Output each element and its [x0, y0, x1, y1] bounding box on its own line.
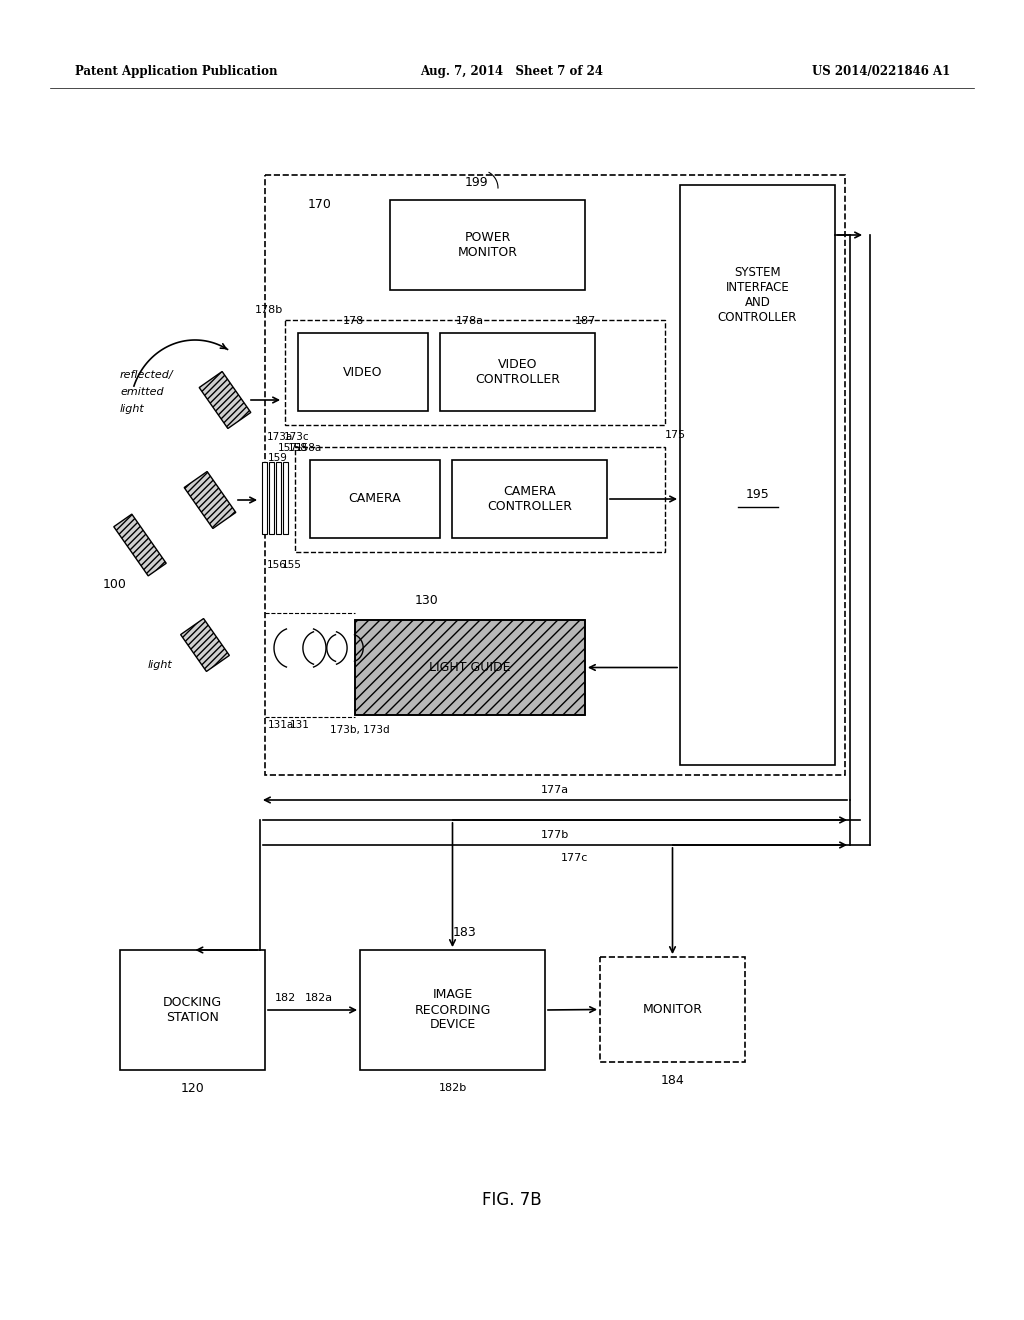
Text: 178b: 178b: [255, 305, 283, 315]
Polygon shape: [114, 513, 166, 576]
Text: 182: 182: [275, 993, 296, 1003]
Text: light: light: [120, 404, 144, 414]
Text: 175: 175: [665, 430, 686, 440]
Polygon shape: [184, 471, 236, 528]
Polygon shape: [180, 619, 229, 672]
Text: IMAGE
RECORDING
DEVICE: IMAGE RECORDING DEVICE: [415, 989, 490, 1031]
Bar: [355, 620, 585, 715]
Text: US 2014/0221846 A1: US 2014/0221846 A1: [812, 66, 950, 78]
Bar: [600, 957, 745, 1063]
Bar: [680, 185, 835, 766]
Text: 182b: 182b: [438, 1082, 467, 1093]
Text: 177c: 177c: [561, 853, 589, 863]
Bar: [360, 950, 545, 1071]
Text: 177a: 177a: [541, 785, 569, 795]
Text: 158: 158: [288, 444, 308, 453]
Text: 173a: 173a: [267, 432, 293, 442]
Text: 199: 199: [465, 176, 488, 189]
Text: 173c: 173c: [284, 432, 309, 442]
Bar: [310, 459, 440, 539]
Text: 158a: 158a: [296, 444, 323, 453]
Text: VIDEO: VIDEO: [343, 366, 383, 379]
Text: LIGHT GUIDE: LIGHT GUIDE: [429, 661, 511, 675]
Bar: [262, 462, 267, 535]
Bar: [390, 201, 585, 290]
Text: SYSTEM
INTERFACE
AND
CONTROLLER: SYSTEM INTERFACE AND CONTROLLER: [718, 267, 798, 323]
Text: 184: 184: [660, 1073, 684, 1086]
Text: 155: 155: [282, 560, 302, 570]
Text: emitted: emitted: [120, 387, 164, 397]
Bar: [276, 462, 281, 535]
Bar: [265, 176, 845, 775]
Text: MONITOR: MONITOR: [642, 1003, 702, 1016]
Polygon shape: [200, 371, 251, 429]
Text: 178a: 178a: [456, 315, 484, 326]
Text: 187: 187: [574, 315, 596, 326]
Text: 177b: 177b: [541, 830, 569, 840]
Text: VIDEO
CONTROLLER: VIDEO CONTROLLER: [475, 358, 560, 385]
Text: 173b, 173d: 173b, 173d: [330, 725, 389, 735]
Text: 195: 195: [745, 488, 769, 502]
Text: Patent Application Publication: Patent Application Publication: [75, 66, 278, 78]
Text: Aug. 7, 2014   Sheet 7 of 24: Aug. 7, 2014 Sheet 7 of 24: [421, 66, 603, 78]
Text: DOCKING
STATION: DOCKING STATION: [163, 997, 222, 1024]
Text: CAMERA: CAMERA: [349, 492, 401, 506]
Text: reflected/: reflected/: [120, 370, 174, 380]
Text: FIG. 7B: FIG. 7B: [482, 1191, 542, 1209]
Text: 183: 183: [453, 925, 476, 939]
Text: 182a: 182a: [305, 993, 333, 1003]
Text: 131a: 131a: [268, 719, 294, 730]
Text: 157: 157: [278, 444, 298, 453]
Text: 170: 170: [308, 198, 332, 211]
Text: 178: 178: [342, 315, 364, 326]
Bar: [452, 459, 607, 539]
Text: 156: 156: [267, 560, 287, 570]
Text: light: light: [148, 660, 173, 671]
Bar: [295, 447, 665, 552]
Bar: [269, 462, 274, 535]
Text: 131: 131: [290, 719, 310, 730]
Bar: [120, 950, 265, 1071]
Text: POWER
MONITOR: POWER MONITOR: [458, 231, 517, 259]
Bar: [298, 333, 428, 411]
Bar: [283, 462, 288, 535]
Text: 120: 120: [180, 1081, 205, 1094]
Bar: [440, 333, 595, 411]
Bar: [355, 620, 585, 715]
Text: 159: 159: [268, 453, 288, 463]
Text: 100: 100: [103, 578, 127, 591]
Text: 130: 130: [415, 594, 438, 606]
Text: CAMERA
CONTROLLER: CAMERA CONTROLLER: [487, 484, 572, 513]
Bar: [285, 319, 665, 425]
